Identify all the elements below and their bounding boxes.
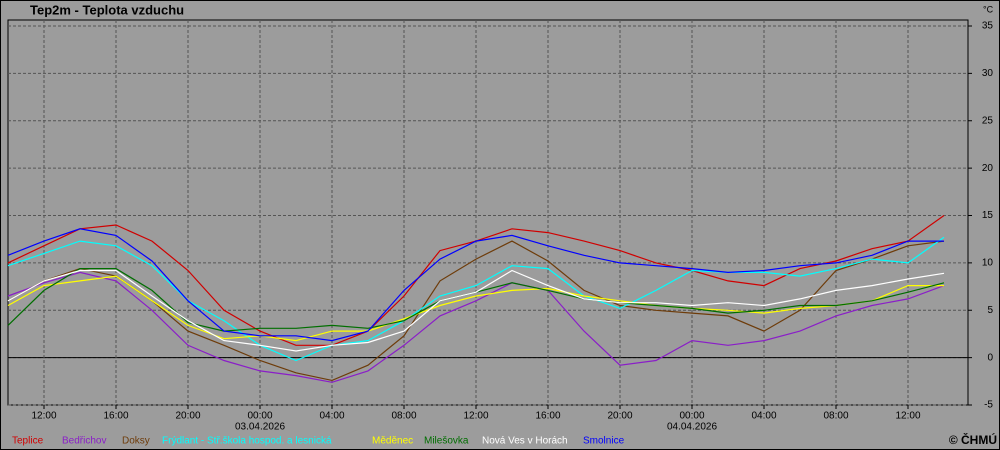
legend-entry: Frýdlant - Stř.škola hospod. a lesnická [162,436,332,447]
series-line [7,228,944,342]
date-label: 04.04.2026 [667,422,717,433]
x-tick-label: 16:00 [103,411,128,422]
series-line [7,275,944,342]
legend-entry: Bedřichov [62,436,106,447]
y-tick-label: 30 [982,68,994,79]
legend-entry: Teplice [12,436,44,447]
legend-entry: Smolnice [583,436,625,447]
y-tick-label: 0 [987,352,993,363]
legend-entry: Měděnec [372,436,413,447]
x-tick-label: 20:00 [175,411,200,422]
y-tick-label: 35 [982,21,994,32]
y-unit: °C [983,4,994,14]
x-tick-label: 08:00 [391,411,416,422]
chart-title: Tep2m - Teplota vzduchu [30,2,184,17]
legend-entry: Nová Ves v Horách [482,436,568,447]
x-tick-label: 08:00 [823,411,848,422]
y-tick-label: 20 [982,163,994,174]
y-tick-label: 5 [987,305,993,316]
x-tick-label: 00:00 [679,411,704,422]
x-tick-label: 20:00 [607,411,632,422]
date-label: 03.04.2026 [235,422,285,433]
x-tick-label: 04:00 [751,411,776,422]
y-tick-label: 15 [982,210,994,221]
x-tick-label: 12:00 [31,411,56,422]
series-line [7,269,945,352]
x-tick-label: 00:00 [247,411,272,422]
legend-entry: Doksy [122,436,150,447]
y-tick-label: -5 [984,400,993,411]
series-line [7,271,945,383]
x-tick-label: 16:00 [535,411,560,422]
legend-entry: Milešovka [424,436,469,447]
series-line [7,236,945,362]
y-tick-label: 25 [982,115,994,126]
y-tick-label: 10 [982,258,994,269]
x-tick-label: 12:00 [463,411,488,422]
x-tick-label: 12:00 [895,411,920,422]
copyright: © ČHMÚ [949,432,997,447]
x-tick-label: 04:00 [319,411,344,422]
series-line [7,240,945,382]
